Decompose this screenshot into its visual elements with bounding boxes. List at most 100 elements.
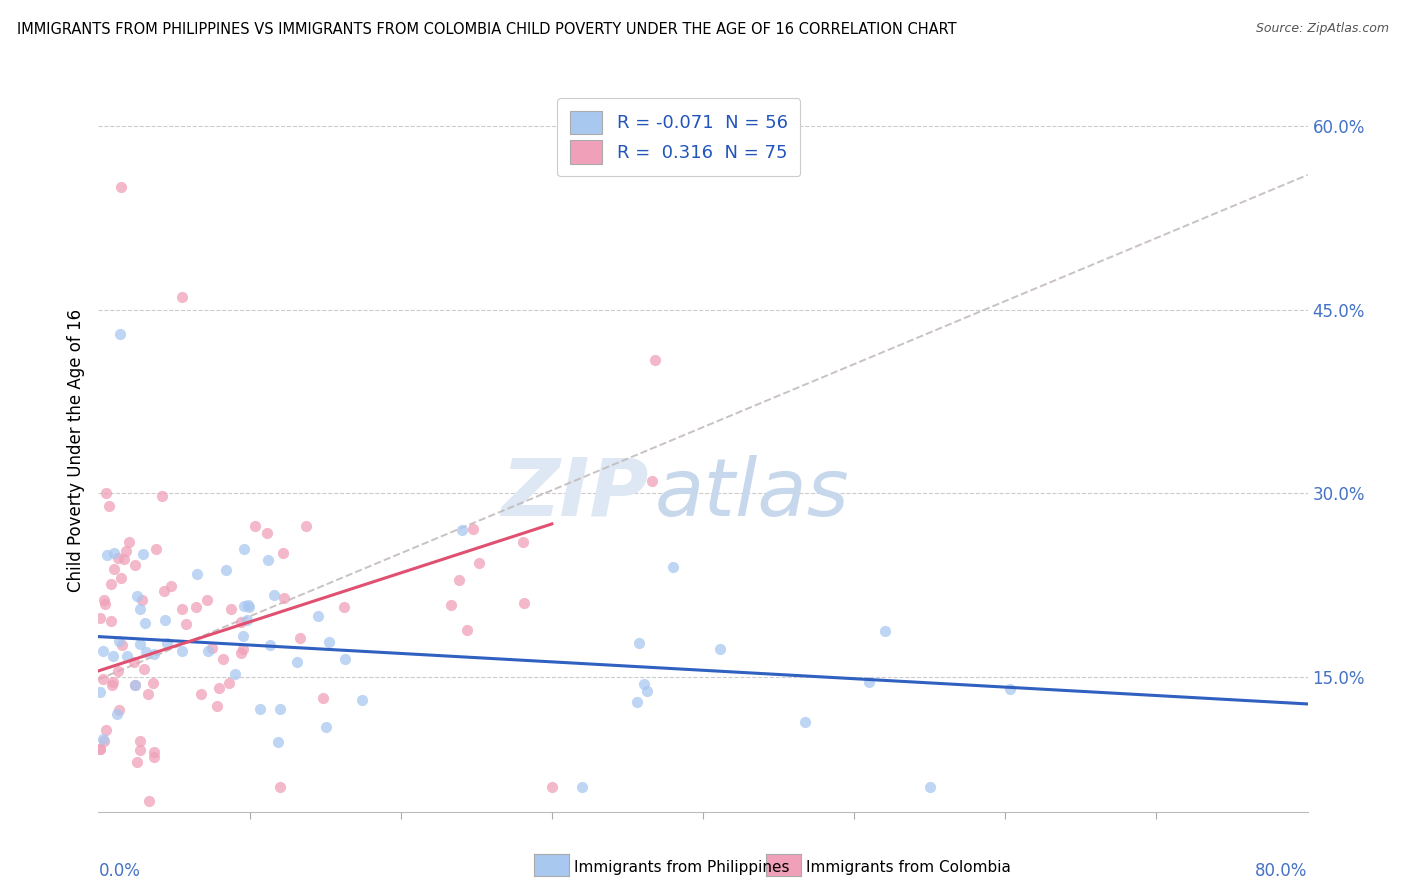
Point xyxy=(875,624,897,638)
Point xyxy=(129,637,152,651)
Point xyxy=(858,675,880,690)
Point xyxy=(127,755,149,769)
Point xyxy=(207,698,229,713)
Text: IMMIGRANTS FROM PHILIPPINES VS IMMIGRANTS FROM COLOMBIA CHILD POVERTY UNDER THE : IMMIGRANTS FROM PHILIPPINES VS IMMIGRANT… xyxy=(17,22,956,37)
Point xyxy=(115,543,138,558)
Point xyxy=(142,745,165,759)
Point xyxy=(100,614,122,628)
Point xyxy=(661,559,683,574)
Point xyxy=(152,489,174,503)
Point xyxy=(117,649,139,664)
Point xyxy=(263,588,285,602)
Point xyxy=(124,678,146,692)
Point xyxy=(333,600,356,615)
Text: 80.0%: 80.0% xyxy=(1256,863,1308,880)
Point xyxy=(108,633,131,648)
Point xyxy=(513,596,536,610)
Point xyxy=(156,636,179,650)
Point xyxy=(315,720,337,734)
Point xyxy=(232,541,254,556)
Point xyxy=(94,597,117,611)
Point xyxy=(138,687,160,701)
Point xyxy=(456,623,478,637)
Point xyxy=(571,780,593,795)
Point xyxy=(103,545,125,559)
Point xyxy=(142,647,165,661)
Point xyxy=(186,566,208,581)
Point xyxy=(644,353,666,368)
Point xyxy=(626,695,648,709)
Point xyxy=(155,613,177,627)
Point xyxy=(111,638,134,652)
Point xyxy=(540,780,562,795)
Point xyxy=(285,655,308,669)
Point xyxy=(709,641,731,656)
Point xyxy=(122,655,145,669)
Y-axis label: Child Poverty Under the Age of 16: Child Poverty Under the Age of 16 xyxy=(66,309,84,592)
Point xyxy=(108,327,131,342)
Point xyxy=(318,634,340,648)
Point xyxy=(208,681,231,695)
Legend: R = -0.071  N = 56, R =  0.316  N = 75: R = -0.071 N = 56, R = 0.316 N = 75 xyxy=(557,98,800,177)
Point xyxy=(197,593,219,607)
Point xyxy=(184,600,207,615)
Point xyxy=(118,535,141,549)
Point xyxy=(461,522,484,536)
Point xyxy=(124,678,146,692)
Point xyxy=(636,684,658,698)
Point xyxy=(224,667,246,681)
Point xyxy=(266,735,288,749)
Point xyxy=(269,780,291,795)
Point xyxy=(145,542,167,557)
Point xyxy=(512,535,534,549)
Point xyxy=(138,794,160,808)
Point xyxy=(129,734,152,748)
Point xyxy=(94,723,117,738)
Point xyxy=(100,577,122,591)
Point xyxy=(107,551,129,566)
Text: ZIP: ZIP xyxy=(501,455,648,533)
Point xyxy=(440,598,463,612)
Point xyxy=(96,549,118,563)
Point xyxy=(94,486,117,500)
Point xyxy=(142,676,165,690)
Point xyxy=(333,652,356,666)
Point xyxy=(211,652,233,666)
Point xyxy=(450,523,472,537)
Point xyxy=(112,552,135,566)
Point xyxy=(232,629,254,643)
Point xyxy=(93,734,115,748)
Point xyxy=(627,636,650,650)
Point xyxy=(174,616,197,631)
Point xyxy=(125,589,148,603)
Point xyxy=(918,780,941,795)
Point xyxy=(172,643,194,657)
Point xyxy=(124,558,146,572)
Point xyxy=(110,571,132,585)
Point xyxy=(105,707,128,722)
Point xyxy=(998,681,1021,696)
Point xyxy=(91,732,114,747)
Point xyxy=(271,546,294,560)
Text: Immigrants from Philippines: Immigrants from Philippines xyxy=(574,860,789,874)
Point xyxy=(243,519,266,533)
Point xyxy=(190,687,212,701)
Point xyxy=(131,593,153,607)
Point xyxy=(89,611,111,625)
Point xyxy=(641,474,664,488)
Point xyxy=(135,645,157,659)
Point xyxy=(288,632,311,646)
Point xyxy=(101,678,124,692)
Point xyxy=(89,741,111,756)
Point xyxy=(110,180,132,194)
Point xyxy=(294,519,316,533)
Point xyxy=(259,638,281,652)
Point xyxy=(793,714,815,729)
Point xyxy=(350,693,373,707)
Point xyxy=(91,672,114,686)
Point xyxy=(273,591,295,606)
Point xyxy=(134,615,156,630)
Point xyxy=(134,662,156,676)
Point xyxy=(107,665,129,679)
Point xyxy=(307,609,329,624)
